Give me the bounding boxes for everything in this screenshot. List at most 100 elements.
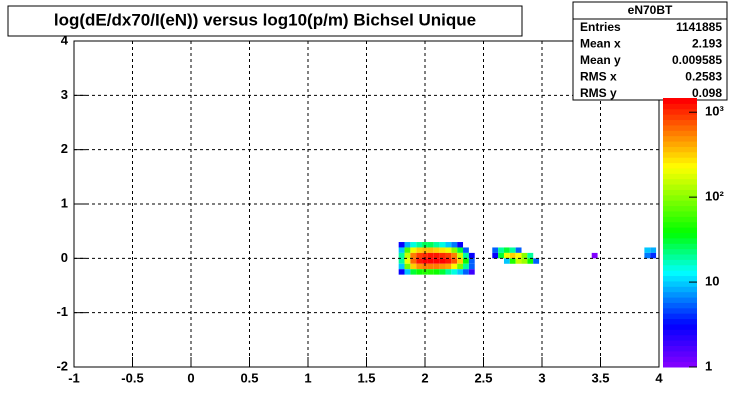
heatmap-cell <box>451 263 458 270</box>
colorbar-band <box>663 307 697 314</box>
colorbar-band <box>663 280 697 287</box>
heatmap-cell <box>591 252 598 259</box>
colorbar-band <box>663 98 697 104</box>
x-tick-label: 1 <box>304 370 311 385</box>
heatmap-cell <box>644 247 651 253</box>
heatmap-cell <box>457 242 464 248</box>
heatmap-cell <box>439 252 446 259</box>
colorbar-band <box>663 259 697 266</box>
heatmap-cell <box>503 252 510 259</box>
heatmap-cell <box>521 258 528 264</box>
colorbar-band <box>663 184 697 190</box>
colorbar-band <box>663 119 697 126</box>
heatmap-cell <box>439 258 446 264</box>
title-box <box>7 5 523 37</box>
heatmap-cell <box>416 252 423 259</box>
heatmap-cell <box>433 247 440 253</box>
colorbar-band <box>663 318 697 325</box>
heatmap-cell <box>644 252 651 259</box>
heatmap-cell <box>433 263 440 270</box>
heatmap-cell <box>451 269 458 275</box>
colorbar-band <box>663 194 697 201</box>
heatmap-cell <box>533 258 540 264</box>
stats-frame <box>572 1 728 101</box>
colorbar-band <box>663 210 697 217</box>
colorbar-band <box>663 232 697 239</box>
heatmap-cell <box>515 252 522 259</box>
colorbar-band <box>663 270 697 277</box>
heatmap-cell <box>457 252 464 259</box>
heatmap-cell <box>416 242 423 248</box>
heatmap-cell <box>398 252 405 259</box>
heatmap-cell <box>404 258 411 264</box>
heatmap-cell <box>445 258 452 264</box>
heatmap-cell <box>427 258 434 264</box>
heatmap-cell <box>410 258 417 264</box>
heatmap-cell <box>427 247 434 253</box>
heatmap-cell <box>498 252 504 259</box>
colorbar-band <box>663 124 697 131</box>
heatmap-cell <box>445 247 452 253</box>
heatmap-cell <box>451 252 458 259</box>
heatmap-cell <box>433 242 440 248</box>
colorbar-band <box>663 334 697 341</box>
heatmap-cell <box>492 252 499 259</box>
x-tick-label: 2.5 <box>474 370 492 385</box>
heatmap-cell <box>404 263 411 270</box>
heatmap-cell <box>468 258 475 264</box>
heatmap-cell <box>422 258 428 264</box>
colorbar-band <box>663 151 697 158</box>
heatmap-cell <box>521 252 528 259</box>
heatmap-cell <box>451 258 458 264</box>
heatmap-cell <box>527 258 534 264</box>
stats-value: 2.193 <box>692 37 722 51</box>
stats-label: Mean x <box>580 37 621 51</box>
colorbar-band <box>663 237 697 244</box>
heatmap-cell <box>410 269 417 275</box>
colorbar-band <box>663 248 697 255</box>
stats-value: 0.098 <box>692 86 722 100</box>
heatmap-cell <box>445 269 452 275</box>
colorbar-band <box>663 275 697 282</box>
colorbar-band <box>663 162 697 169</box>
heatmap-cell <box>463 269 469 275</box>
colorbar-band <box>663 345 697 352</box>
heatmap-cell <box>422 252 428 259</box>
heatmap-cell <box>451 242 458 248</box>
heatmap-cell <box>445 263 452 270</box>
y-tick-label: 2 <box>61 141 68 156</box>
colorbar-band <box>663 356 697 363</box>
colorbar-band <box>663 135 697 142</box>
y-tick-label: 4 <box>61 32 69 47</box>
colorbar-band <box>663 200 697 207</box>
colorbar-band <box>663 264 697 271</box>
colorbar-band <box>663 291 697 298</box>
colorbar-band <box>663 108 697 115</box>
x-tick-label: 0.5 <box>240 370 258 385</box>
heatmap-cell <box>463 258 469 264</box>
y-tick-label: 0 <box>61 250 68 265</box>
colorbar-band <box>663 323 697 330</box>
heatmap-cell <box>457 269 464 275</box>
colorbar-band <box>663 178 697 185</box>
x-tick-label: 3.5 <box>591 370 609 385</box>
colorbar-band <box>663 297 697 303</box>
stats-label: Entries <box>580 20 621 34</box>
heatmap-cell <box>445 252 452 259</box>
heatmap-cell <box>416 258 423 264</box>
colorbar-band <box>663 173 697 180</box>
heatmap-cell <box>410 247 417 253</box>
heatmap-cell <box>398 242 405 248</box>
x-tick-label: -0.5 <box>121 370 143 385</box>
heatmap-cell <box>457 263 464 270</box>
z-tick-label: 1 <box>705 358 712 373</box>
colorbar-band <box>663 167 697 174</box>
heatmap-cell <box>398 258 405 264</box>
heatmap-cell <box>650 252 657 259</box>
colorbar-band <box>663 146 697 153</box>
colorbar-band <box>663 157 697 164</box>
x-tick-label: 1.5 <box>357 370 375 385</box>
heatmap-cell <box>422 247 428 253</box>
y-tick-label: 3 <box>61 87 68 102</box>
heatmap-cell <box>433 269 440 275</box>
